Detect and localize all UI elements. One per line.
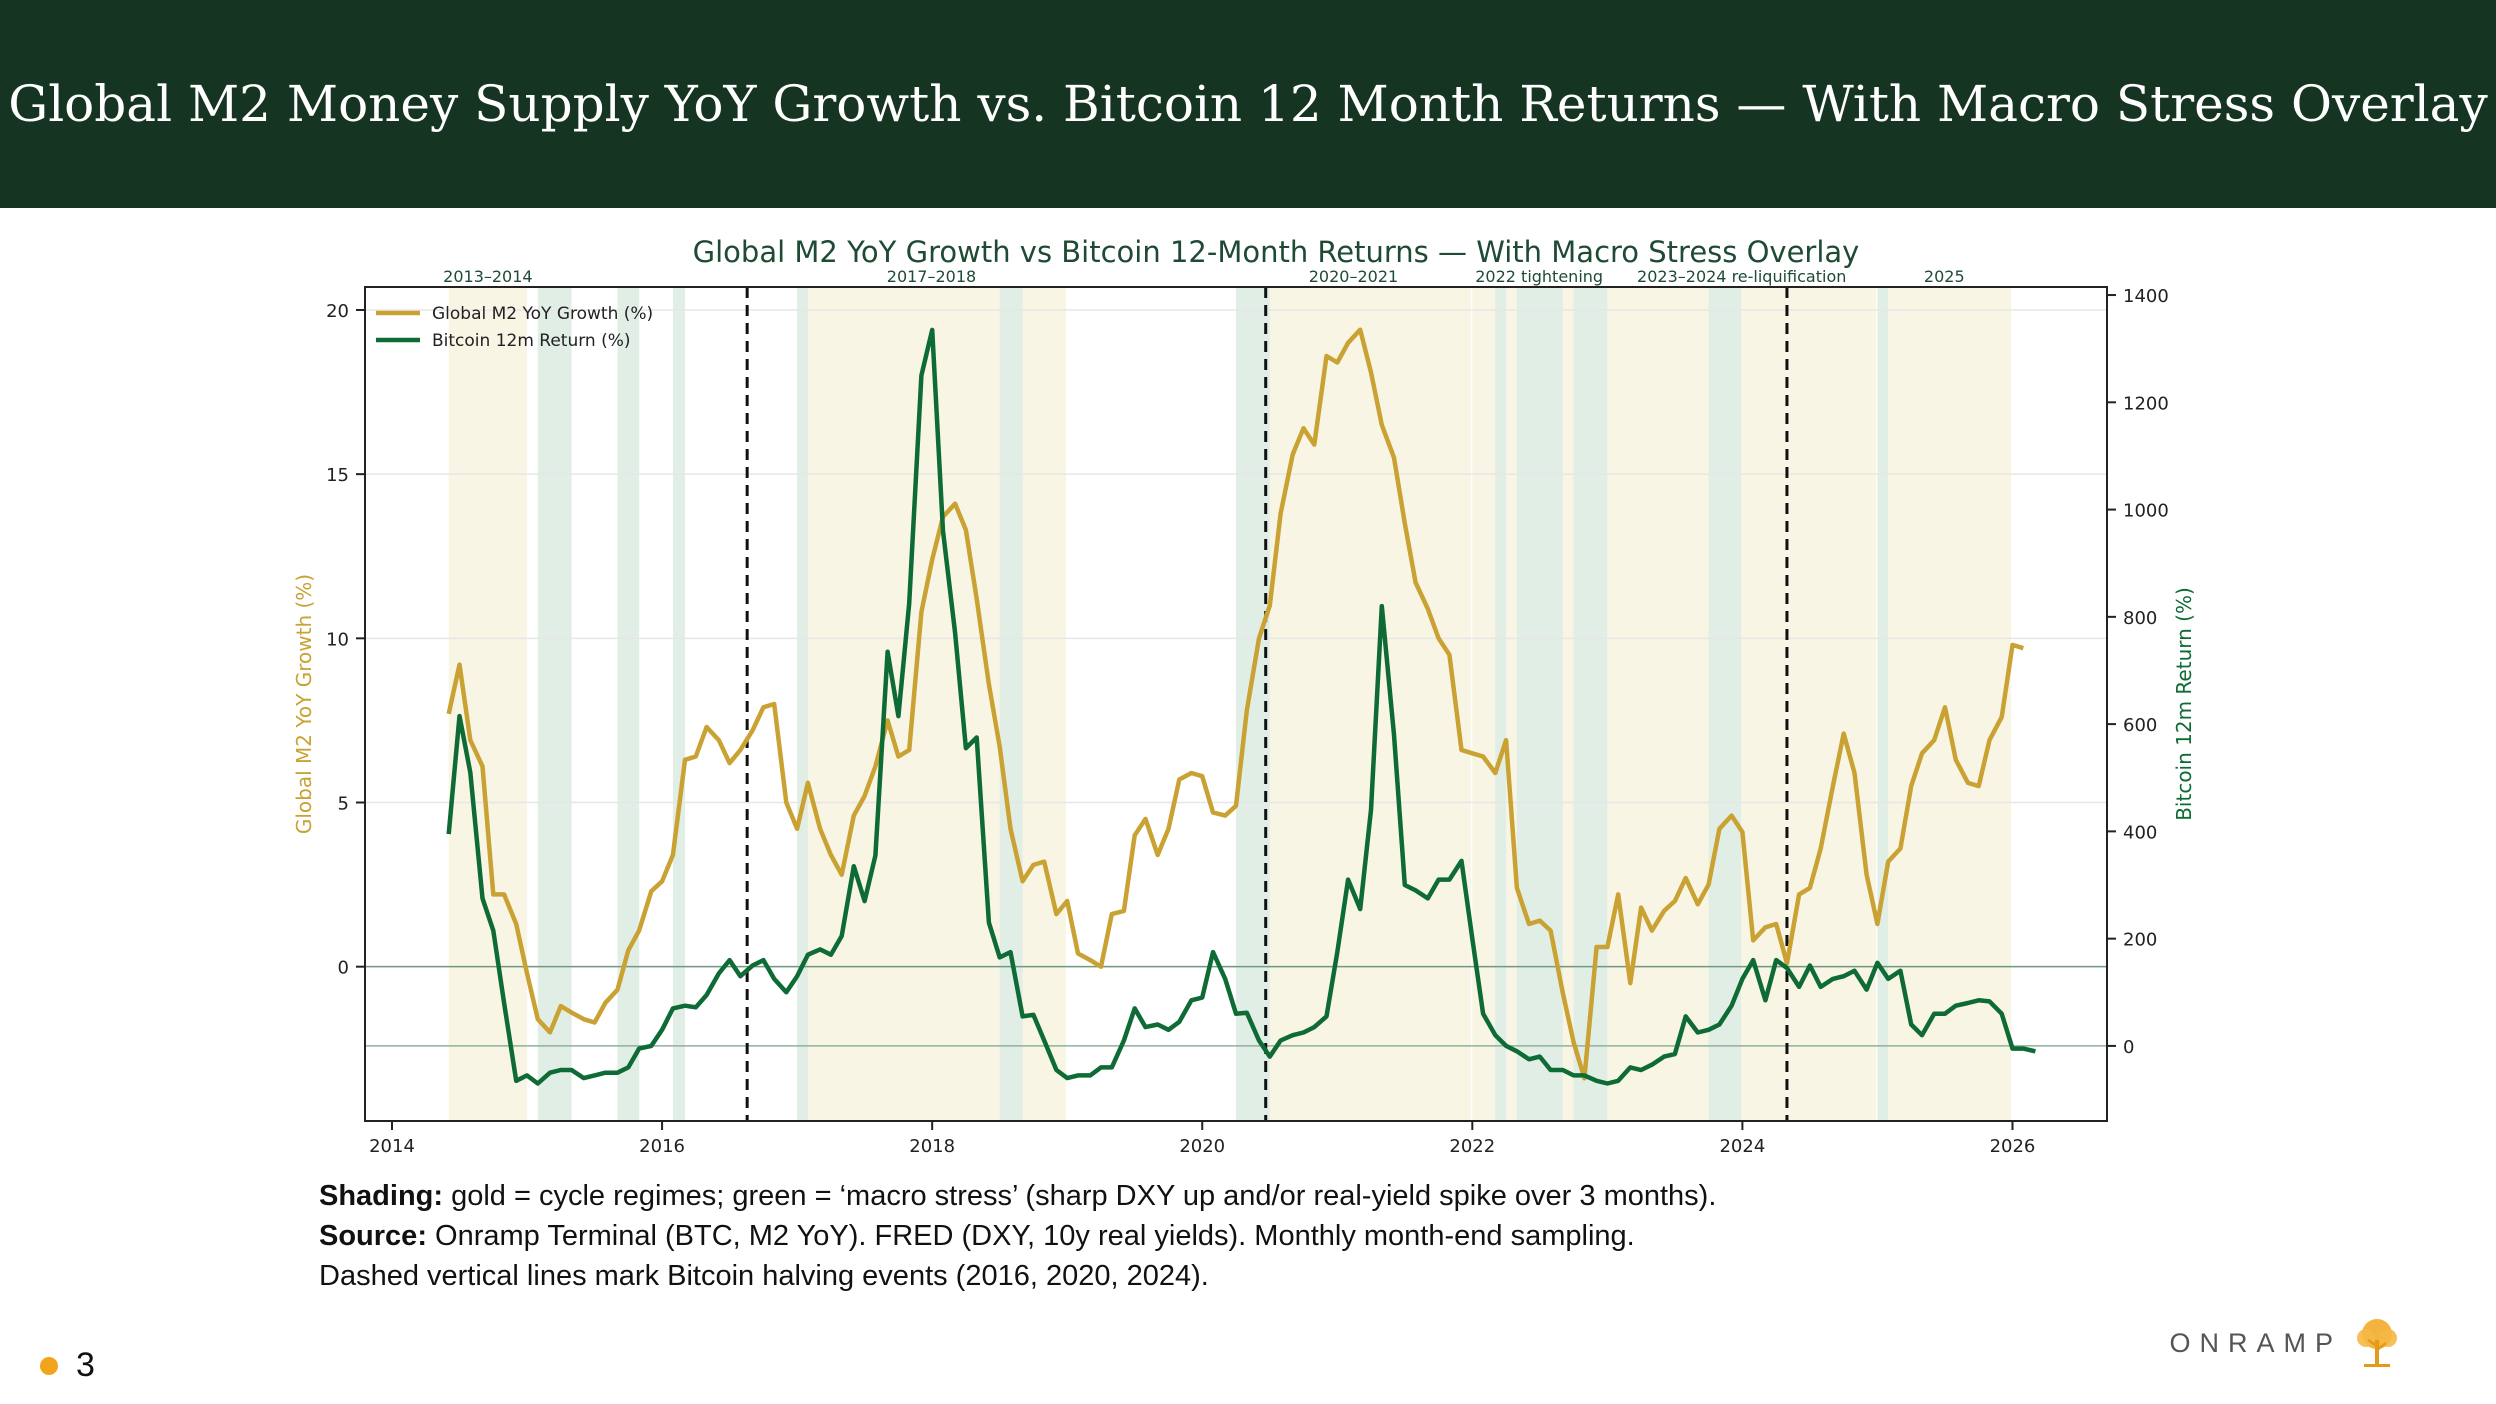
plot-frame — [364, 286, 2108, 1122]
stress-band — [1236, 287, 1270, 1121]
y-right-tick-label: 1200 — [2123, 393, 2169, 414]
btc-series-line — [446, 327, 2036, 1086]
regime-band — [797, 287, 1066, 1121]
stress-band — [999, 287, 1023, 1121]
source-note: Source: Onramp Terminal (BTC, M2 YoY). F… — [319, 1216, 1716, 1256]
y-right-tick-label: 1400 — [2123, 286, 2169, 307]
stress-band — [1708, 287, 1742, 1121]
regime-label: 2022 tightening — [1475, 267, 1603, 286]
x-tick-label: 2024 — [1719, 1136, 1765, 1157]
chart-title: Global M2 YoY Growth vs Bitcoin 12-Month… — [693, 235, 1860, 269]
shading-text: gold = cycle regimes; green = ‘macro str… — [443, 1180, 1717, 1212]
x-tick-label: 2018 — [909, 1136, 955, 1157]
source-label: Source: — [319, 1220, 427, 1252]
stress-band — [537, 287, 572, 1121]
regime-label: 2025 — [1924, 267, 1965, 286]
page-number-text: 3 — [76, 1346, 95, 1384]
regime-band — [1236, 287, 1471, 1121]
y-right-tick-label: 600 — [2123, 715, 2157, 736]
y-left-tick-label: 20 — [326, 301, 349, 322]
page-title: Global M2 Money Supply YoY Growth vs. Bi… — [8, 75, 2488, 133]
y-left-tick-label: 0 — [338, 958, 349, 979]
stress-band — [1877, 287, 1889, 1121]
x-tick-label: 2014 — [369, 1136, 415, 1157]
regime-band — [1877, 287, 2012, 1121]
y-left-tick-label: 10 — [326, 629, 349, 650]
regime-band — [448, 287, 528, 1121]
y-right-axis-label: Bitcoin 12m Return (%) — [2172, 587, 2196, 821]
stress-band — [1573, 287, 1608, 1121]
regime-label: 2023–2024 re-liquification — [1637, 267, 1846, 286]
bullet-dot-icon — [40, 1356, 58, 1375]
tree-icon — [2357, 1319, 2397, 1367]
m2-series-line — [446, 327, 2024, 1081]
y-right-tick-label: 1000 — [2123, 501, 2169, 522]
page-number: 3 — [40, 1346, 95, 1385]
stress-band — [617, 287, 640, 1121]
x-tick-label: 2020 — [1179, 1136, 1225, 1157]
onramp-logo: ONRAMP — [2169, 1316, 2404, 1370]
regime-label: 2020–2021 — [1309, 267, 1398, 286]
y-right-tick-label: 400 — [2123, 822, 2157, 843]
page-header: Global M2 Money Supply YoY Growth vs. Bi… — [0, 0, 2496, 208]
y-left-tick-label: 5 — [338, 794, 349, 815]
legend-label: Global M2 YoY Growth (%) — [432, 304, 653, 324]
regime-band — [1607, 287, 1877, 1121]
regime-label: 2017–2018 — [887, 267, 976, 286]
halving-note: Dashed vertical lines mark Bitcoin halvi… — [319, 1260, 1209, 1292]
shading-label: Shading: — [319, 1180, 444, 1212]
x-tick-label: 2016 — [639, 1136, 685, 1157]
y-left-axis-label: Global M2 YoY Growth (%) — [292, 574, 316, 834]
logo-wordmark: ONRAMP — [2169, 1327, 2342, 1358]
regime-label: 2013–2014 — [443, 267, 532, 286]
stress-band — [1495, 287, 1507, 1121]
source-text: Onramp Terminal (BTC, M2 YoY). FRED (DXY… — [426, 1220, 1635, 1252]
legend-label: Bitcoin 12m Return (%) — [432, 331, 631, 351]
stress-band — [797, 287, 808, 1121]
y-right-tick-label: 200 — [2123, 930, 2157, 951]
y-left-tick-label: 15 — [326, 465, 349, 486]
stress-band — [672, 287, 686, 1121]
y-right-tick-label: 800 — [2123, 608, 2157, 629]
x-tick-label: 2022 — [1449, 1136, 1495, 1157]
shading-note: Shading: gold = cycle regimes; green = ‘… — [319, 1176, 1716, 1216]
stress-band — [1516, 287, 1563, 1121]
chart-notes: Shading: gold = cycle regimes; green = ‘… — [319, 1176, 1716, 1296]
y-right-tick-label: 0 — [2123, 1037, 2134, 1058]
x-tick-label: 2026 — [1990, 1136, 2036, 1157]
